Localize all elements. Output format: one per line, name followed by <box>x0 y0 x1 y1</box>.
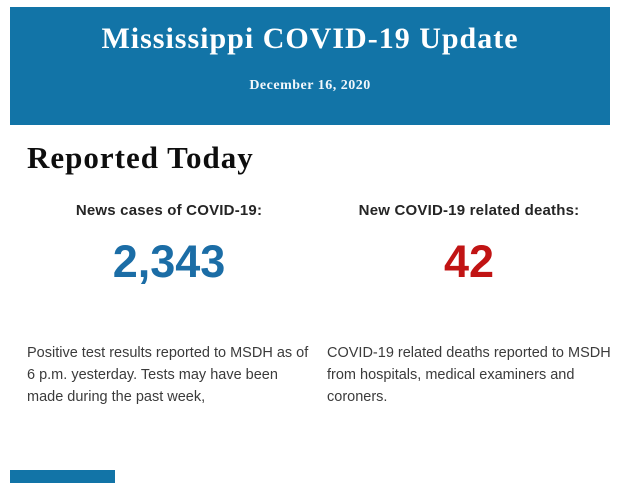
deaths-description: COVID-19 related deaths reported to MSDH… <box>327 345 611 405</box>
next-section-band-partial <box>10 470 115 483</box>
new-cases-value: 2,343 <box>112 236 226 287</box>
stat-column-new-cases: News cases of COVID-19: 2,343 Positive t… <box>27 202 311 408</box>
new-cases-description: Positive test results reported to MSDH a… <box>27 345 309 405</box>
new-cases-label: News cases of COVID-19: <box>75 202 263 219</box>
deaths-value: 42 <box>443 236 495 287</box>
deaths-label: New COVID-19 related deaths: <box>358 202 580 219</box>
newsletter-header: Mississippi COVID-19 Update December 16,… <box>10 7 610 125</box>
newsletter-title: Mississippi COVID-19 Update <box>101 22 519 55</box>
newsletter-date: December 16, 2020 <box>249 78 371 93</box>
stats-row: News cases of COVID-19: 2,343 Positive t… <box>27 202 611 408</box>
stat-column-deaths: New COVID-19 related deaths: 42 COVID-19… <box>327 202 611 408</box>
section-heading: Reported Today <box>27 140 254 175</box>
